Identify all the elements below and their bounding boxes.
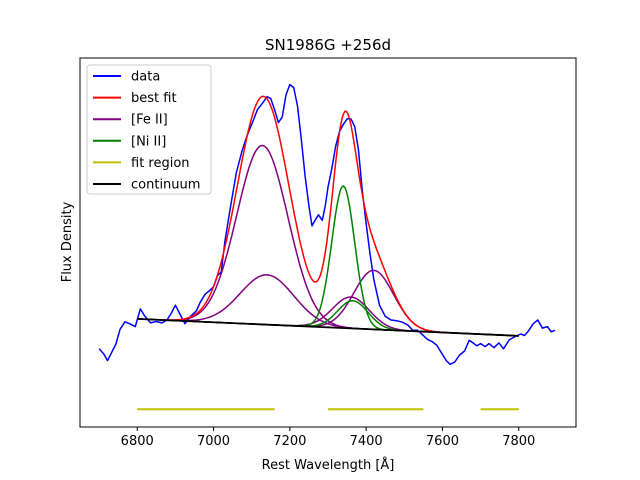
x-tick-label-7400: 7400 [350,434,383,449]
x-tick-label-7600: 7600 [426,434,459,449]
plot-area [98,83,556,411]
legend-label-data: data [131,70,160,85]
legend-label-ni-ii: [Ni II] [131,134,166,149]
x-axis: 6800 7000 7200 7400 7600 7800 [121,427,535,449]
series-data-line [98,83,556,366]
x-tick-label-7800: 7800 [502,434,535,449]
legend: data best fit [Fe II] [Ni II] fit region cont… [86,64,212,195]
x-tick-label-7200: 7200 [273,434,306,449]
series-continuum-line [137,317,519,337]
chart-title: SN1986G +256d [265,36,391,54]
legend-label-best-fit: best fit [131,91,177,106]
y-axis-label: Flux Density [60,201,75,282]
x-axis-label: Rest Wavelength [Å] [262,457,395,473]
x-tick-label-7000: 7000 [197,434,230,449]
legend-label-continuum: continuum [131,178,200,193]
x-tick-label-6800: 6800 [121,434,154,449]
plot-frame [79,57,577,428]
legend-label-fit-region: fit region [131,156,190,171]
legend-label-fe-ii: [Fe II] [131,113,168,128]
